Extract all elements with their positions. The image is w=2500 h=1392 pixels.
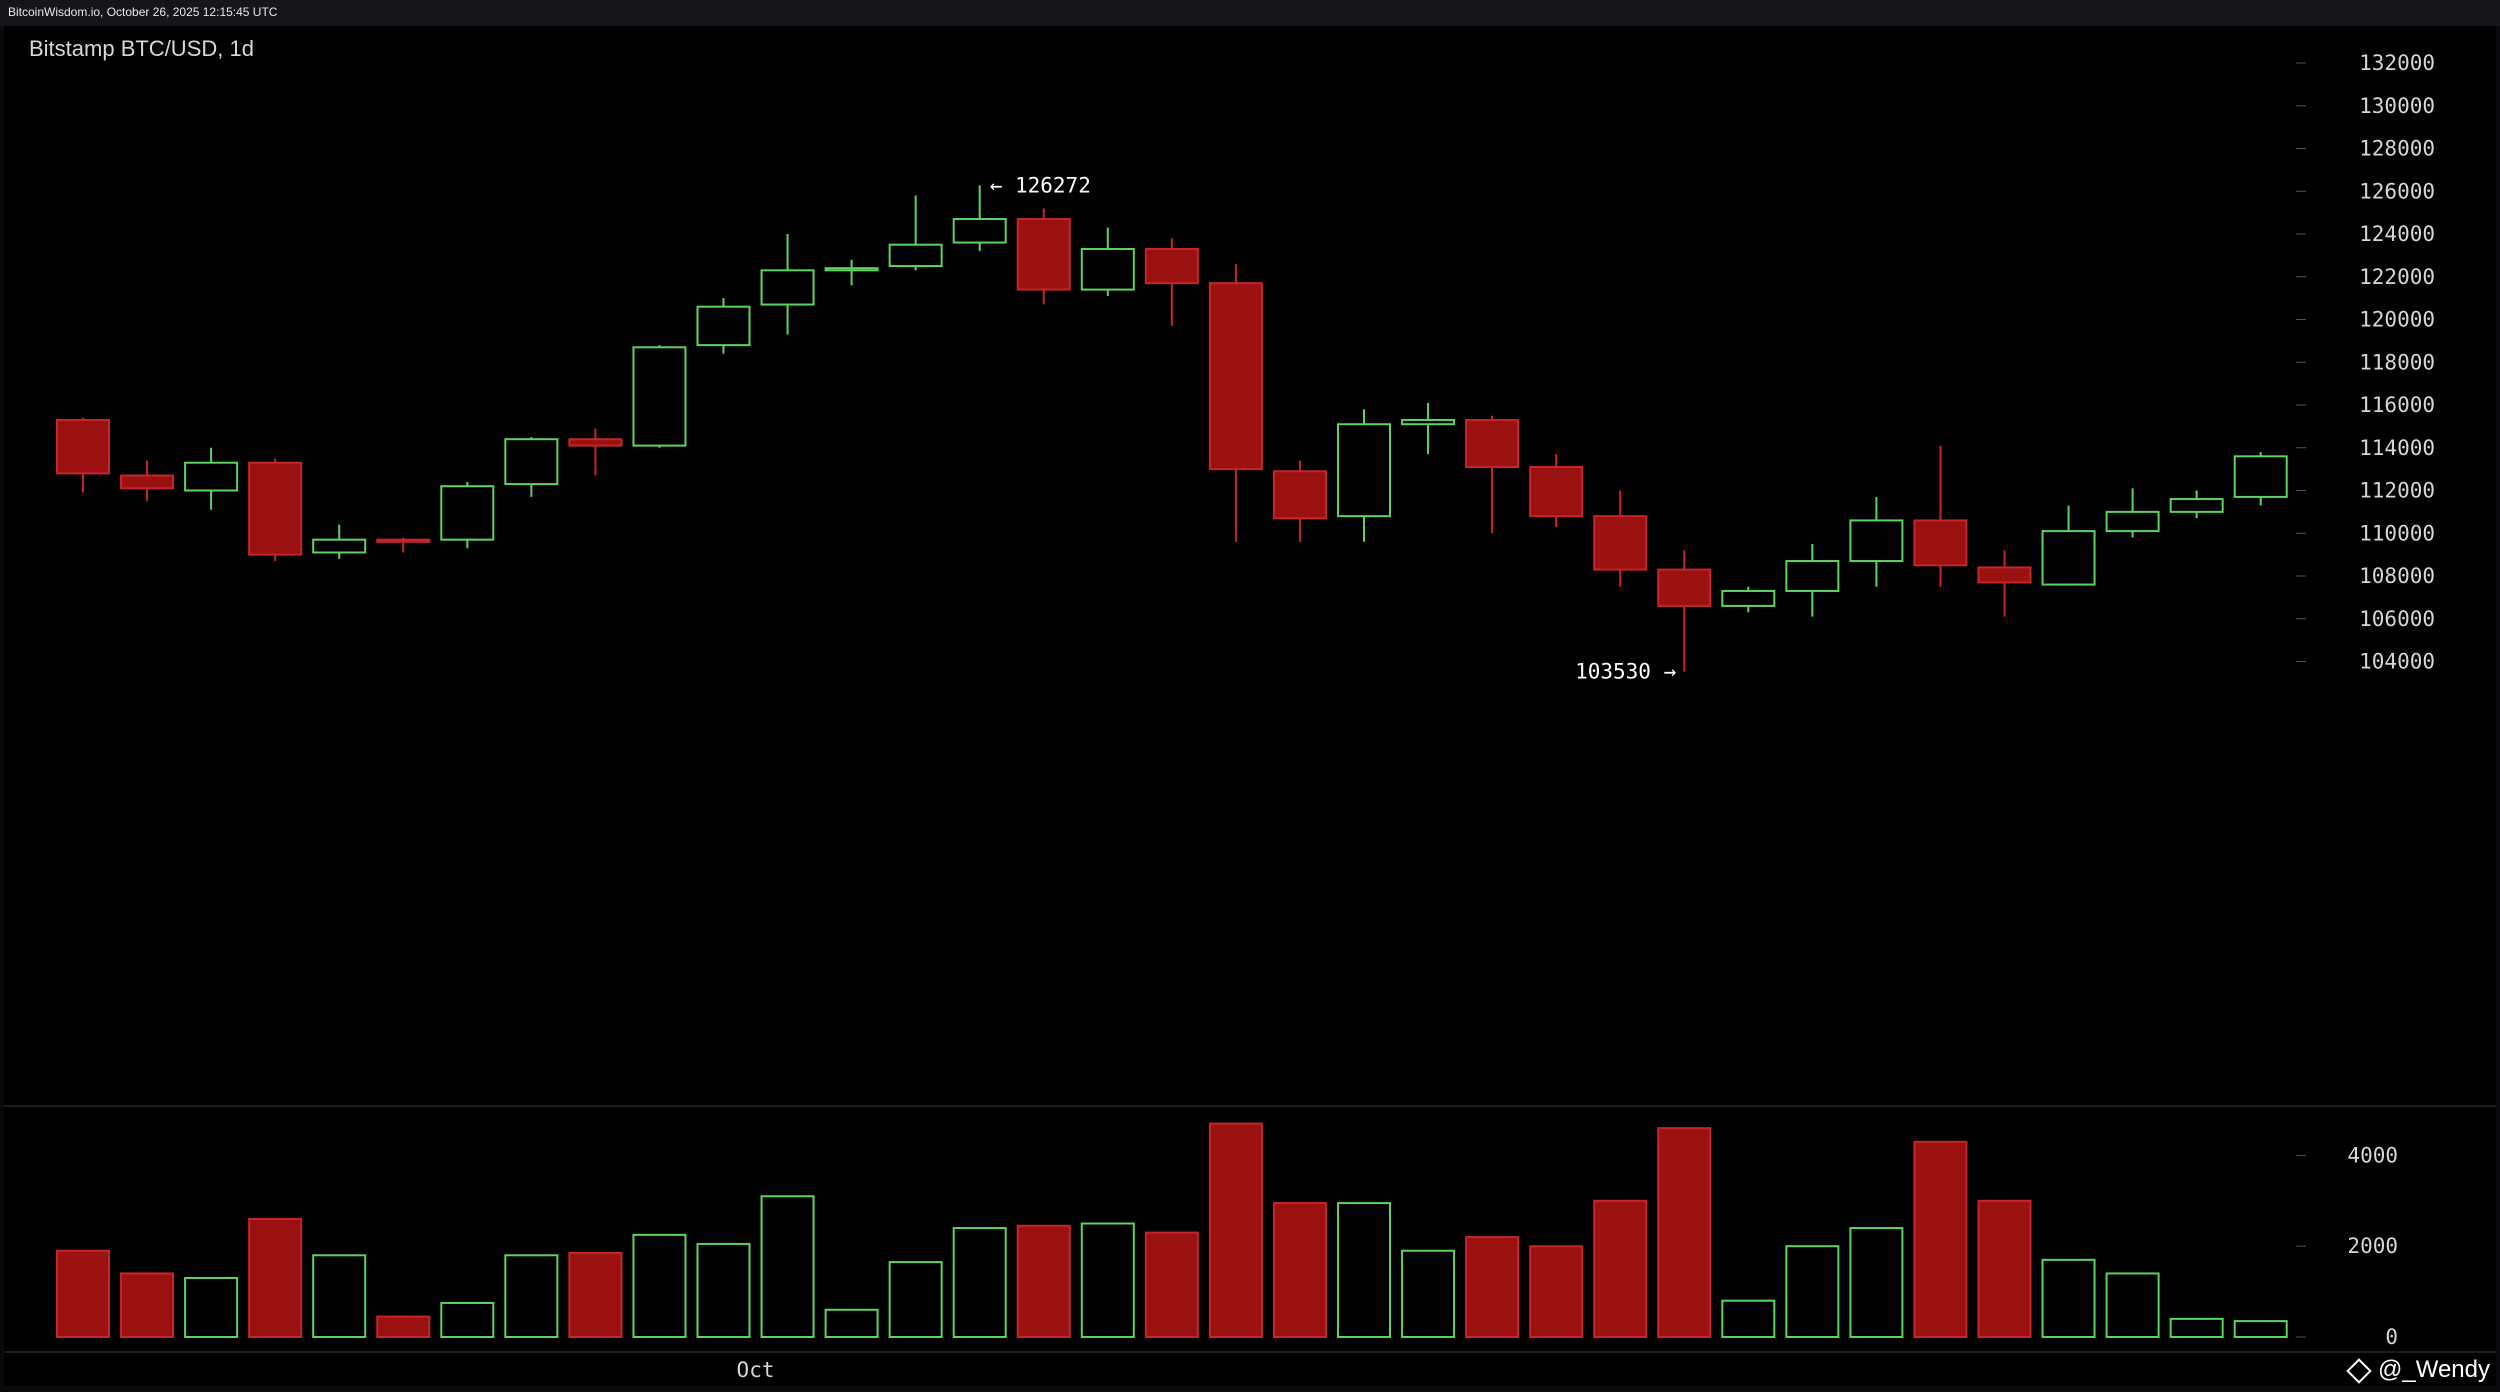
candle-body-down: [56, 418, 110, 475]
candle-body-up: [696, 305, 751, 347]
volume-bar-down: [568, 1252, 623, 1339]
volume-tick-label: 4000: [2347, 1143, 2398, 1167]
candle-body-up: [952, 218, 1007, 244]
candle-body-up: [1337, 423, 1391, 518]
volume-bar-up: [1721, 1299, 1776, 1339]
candle-body-up: [888, 243, 943, 268]
watermark: @_Wendy: [2346, 1356, 2490, 1384]
volume-bar-up: [2105, 1272, 2160, 1338]
candle-body-up: [632, 346, 687, 447]
watermark-text: @_Wendy: [2378, 1356, 2490, 1383]
candle-body-up: [2105, 510, 2160, 533]
volume-tick-label: 2000: [2347, 1234, 2398, 1258]
volume-bar-up: [184, 1276, 239, 1338]
volume-bar-down: [248, 1217, 303, 1338]
source-timestamp: BitcoinWisdom.io, October 26, 2025 12:15…: [8, 5, 278, 19]
volume-bar-up: [440, 1301, 495, 1338]
candle-body-down: [376, 538, 431, 543]
price-tick-label: 112000: [2359, 479, 2435, 503]
volume-bar-up: [824, 1308, 879, 1339]
candle-body-up: [312, 538, 367, 554]
volume-bar-down: [1529, 1245, 1584, 1338]
candle-body-down: [1657, 568, 1712, 607]
price-tick-label: 130000: [2359, 94, 2435, 118]
volume-bar-up: [1785, 1245, 1840, 1338]
price-tick-label: 108000: [2359, 564, 2435, 588]
volume-bar-up: [312, 1254, 367, 1339]
price-tick-label: 122000: [2359, 265, 2435, 289]
volume-bar-up: [2041, 1258, 2096, 1338]
volume-bar-down: [120, 1272, 175, 1338]
candle-body-down: [1272, 470, 1327, 520]
candle-body-up: [440, 485, 495, 541]
volume-bar-up: [696, 1242, 751, 1339]
top-bar: BitcoinWisdom.io, October 26, 2025 12:15…: [0, 0, 2500, 26]
candle-body-up: [1785, 560, 1840, 592]
volume-tick-label: 0: [2385, 1325, 2398, 1349]
price-tick-label: 116000: [2359, 393, 2435, 417]
candle-body-up: [2233, 455, 2288, 498]
price-tick-label: 132000: [2359, 51, 2435, 75]
candle-body-down: [248, 461, 303, 556]
volume-bar-down: [1272, 1202, 1327, 1338]
candle-body-down: [1016, 218, 1071, 291]
candle-body-up: [2041, 530, 2096, 586]
volume-bar-up: [760, 1195, 815, 1339]
volume-bar-up: [504, 1254, 559, 1339]
volume-bar-up: [952, 1227, 1007, 1339]
price-annotation: ← 126272: [990, 173, 1091, 197]
candle-body-down: [568, 438, 623, 447]
volume-bar-down: [1208, 1122, 1263, 1338]
volume-bar-down: [1593, 1199, 1648, 1339]
price-tick-label: 104000: [2359, 650, 2435, 674]
volume-bar-up: [888, 1261, 943, 1338]
candle-body-down: [1977, 566, 2032, 584]
candle-body-down: [1208, 282, 1263, 471]
candle-body-up: [1401, 418, 1456, 426]
price-annotation: 103530 →: [1575, 660, 1676, 684]
candle-body-up: [1849, 519, 1904, 563]
candle-body-down: [1529, 465, 1584, 518]
price-tick-label: 114000: [2359, 436, 2435, 460]
candle-body-up: [1721, 589, 1776, 607]
price-tick-label: 124000: [2359, 222, 2435, 246]
candle-body-up: [184, 461, 239, 492]
candle-body-up: [824, 267, 879, 272]
candle-body-up: [760, 269, 815, 306]
price-tick-label: 110000: [2359, 521, 2435, 545]
volume-bar-up: [1849, 1227, 1904, 1339]
volume-bar-down: [1016, 1224, 1071, 1339]
price-tick-label: 120000: [2359, 308, 2435, 332]
x-tick-label: Oct: [737, 1358, 775, 1382]
volume-bar-up: [2169, 1317, 2224, 1338]
price-tick-label: 118000: [2359, 350, 2435, 374]
volume-bar-down: [376, 1315, 431, 1338]
volume-bar-down: [1913, 1140, 1968, 1339]
candle-body-up: [1080, 247, 1135, 291]
volume-bar-up: [632, 1233, 687, 1338]
diamond-logo-icon: [2346, 1357, 2372, 1384]
volume-bar-up: [2233, 1320, 2288, 1338]
candle-body-up: [504, 438, 559, 486]
volume-bar-down: [56, 1249, 110, 1338]
candle-body-down: [1913, 519, 1968, 567]
volume-bar-down: [1657, 1127, 1712, 1339]
price-tick-label: 106000: [2359, 607, 2435, 631]
candle-body-up: [2169, 498, 2224, 513]
candle-body-down: [120, 474, 175, 490]
volume-bar-up: [1401, 1249, 1456, 1338]
volume-bar-down: [1465, 1236, 1520, 1338]
volume-bar-down: [1144, 1231, 1199, 1338]
chart-title: Bitstamp BTC/USD, 1d: [29, 36, 254, 61]
volume-bar-up: [1337, 1202, 1391, 1338]
volume-bar-up: [1080, 1222, 1135, 1338]
candle-body-down: [1465, 418, 1520, 468]
price-tick-label: 126000: [2359, 179, 2435, 203]
candle-body-down: [1144, 247, 1199, 285]
volume-bar-down: [1977, 1199, 2032, 1339]
candle-body-down: [1593, 515, 1648, 571]
price-tick-label: 128000: [2359, 137, 2435, 161]
